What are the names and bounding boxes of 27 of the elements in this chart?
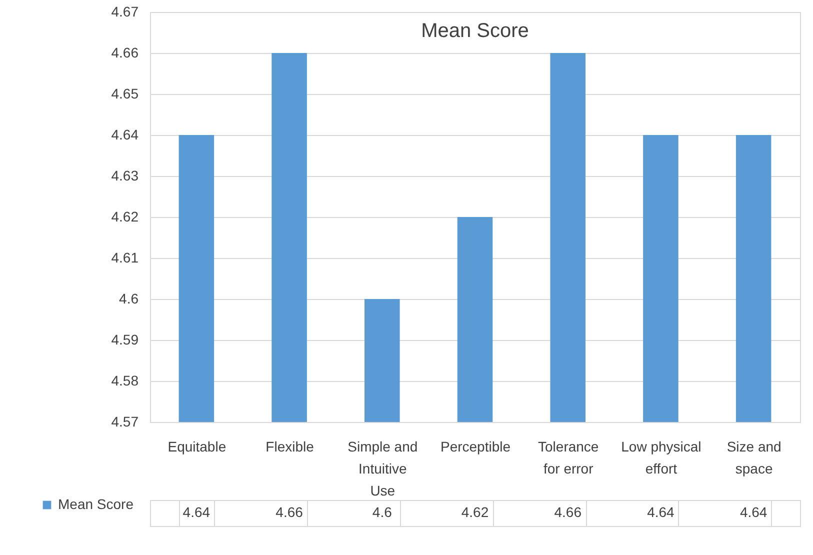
data-label: 4.6 [372, 504, 392, 520]
y-tick-label: 4.62 [111, 208, 139, 224]
x-tick-label: Low physical effort [621, 438, 702, 476]
y-tick-label: 4.67 [111, 4, 139, 20]
data-label: 4.66 [554, 504, 582, 520]
data-label: 4.64 [182, 504, 210, 520]
y-tick-label: 4.58 [111, 372, 139, 388]
x-tick-label: Flexible [266, 438, 314, 454]
data-label: 4.66 [276, 504, 304, 520]
y-tick-label: 4.65 [111, 86, 139, 102]
y-tick-label: 4.61 [111, 250, 139, 266]
legend-label: Mean Score [58, 496, 134, 512]
y-tick-label: 4.57 [111, 414, 139, 430]
x-tick-label: Simple and Intuitive Use [348, 438, 418, 498]
y-tick-label: 4.64 [111, 126, 139, 142]
y-tick-label: 4.66 [111, 44, 139, 60]
data-label: 4.64 [740, 504, 768, 520]
x-tick-label: Tolerance for error [538, 438, 599, 476]
chart-title: Mean Score [421, 20, 529, 42]
y-tick-label: 4.63 [111, 168, 139, 184]
x-tick-label: Size and space [726, 438, 782, 476]
x-tick-label: Equitable [168, 438, 226, 454]
x-tick-label: Perceptible [440, 438, 511, 454]
y-tick-label: 4.6 [119, 290, 139, 306]
y-tick-label: 4.59 [111, 332, 139, 348]
data-label: 4.62 [461, 504, 489, 520]
data-label: 4.64 [647, 504, 675, 520]
